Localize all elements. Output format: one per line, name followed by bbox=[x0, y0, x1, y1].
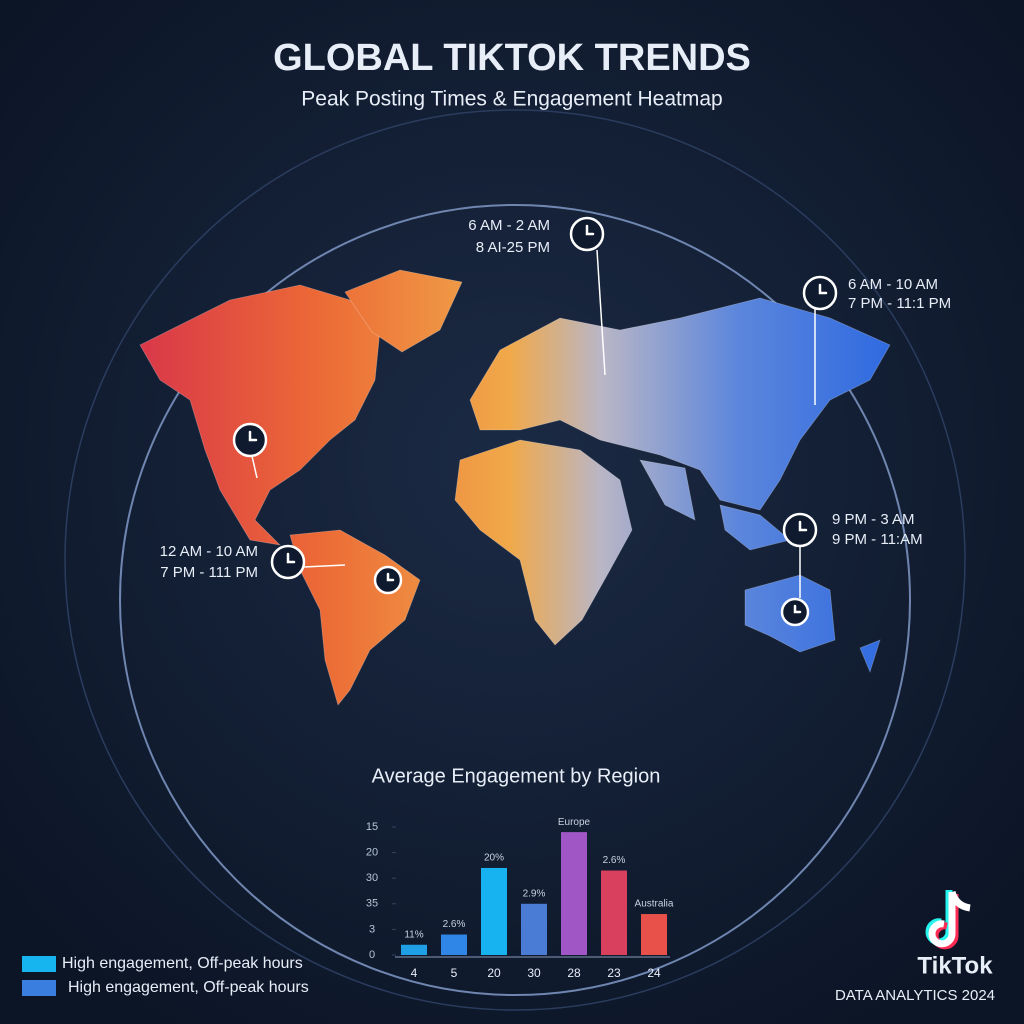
brand bbox=[925, 890, 971, 950]
clock-icon bbox=[782, 512, 818, 548]
callout-text: 6 AM - 2 AM bbox=[468, 217, 550, 234]
legend-label: High engagement, Off-peak hours bbox=[62, 955, 303, 972]
bar-annotation: 11% bbox=[404, 929, 423, 940]
callout-text: 8 AI-25 PM bbox=[476, 239, 550, 256]
clock-icon bbox=[232, 422, 268, 458]
bar bbox=[441, 934, 467, 955]
chart-title: Average Engagement by Region bbox=[372, 765, 661, 787]
y-tick-label: 0 bbox=[369, 949, 375, 961]
bar bbox=[561, 832, 587, 955]
outer-ring bbox=[64, 109, 966, 1011]
caption: DATA ANALYTICS 2024 bbox=[835, 987, 995, 1004]
x-tick-label: 20 bbox=[487, 966, 501, 980]
globe-ring bbox=[119, 204, 911, 996]
bar-annotation: 20% bbox=[484, 853, 504, 864]
bar bbox=[641, 914, 667, 955]
clock-icon bbox=[373, 565, 403, 595]
bar bbox=[481, 867, 507, 955]
clock-icon bbox=[569, 216, 605, 252]
x-tick-label: 5 bbox=[451, 966, 458, 980]
bar-annotation: 2.9% bbox=[523, 888, 546, 899]
bar bbox=[401, 944, 427, 955]
leader bbox=[596, 249, 606, 376]
y-tick-label: 15 bbox=[366, 821, 378, 833]
y-tick-label: 20 bbox=[366, 847, 378, 859]
clock-icon bbox=[270, 544, 306, 580]
subtitle: Peak Posting Times & Engagement Heatmap bbox=[301, 88, 722, 111]
callout-text: 7 PM - 111 PM bbox=[160, 564, 258, 581]
y-tick-label: 35 bbox=[366, 898, 378, 910]
x-tick-label: 24 bbox=[647, 966, 661, 980]
callouts: 6 AM - 2 AM 8 AI-25 PM 6 AM - 10 AM 7 PM… bbox=[160, 216, 951, 627]
callout-text: 6 AM - 10 AM bbox=[848, 276, 938, 293]
bar bbox=[601, 870, 627, 955]
x-tick-label: 23 bbox=[607, 966, 621, 980]
callout-text: 12 AM - 10 AM bbox=[160, 543, 258, 560]
brand-name: TikTok bbox=[917, 952, 993, 979]
bar-annotation: 2.6% bbox=[603, 855, 626, 866]
y-tick-label: 3 bbox=[369, 923, 375, 935]
callout-text: 9 PM - 11:AM bbox=[832, 531, 923, 548]
clock-icon bbox=[802, 275, 838, 311]
bar-annotation: Australia bbox=[635, 899, 674, 910]
y-tick-label: 30 bbox=[366, 872, 378, 884]
title: GLOBAL TIKTOK TRENDS bbox=[273, 37, 751, 79]
legend-label: High engagement, Off-peak hours bbox=[68, 979, 309, 996]
x-tick-label: 4 bbox=[411, 966, 418, 980]
bar-annotation: Europe bbox=[558, 817, 591, 828]
legend-swatch bbox=[22, 956, 56, 972]
bar bbox=[521, 903, 547, 955]
legend-swatch bbox=[22, 980, 56, 996]
leader bbox=[251, 455, 258, 479]
x-tick-label: 28 bbox=[567, 966, 581, 980]
x-tick-label: 30 bbox=[527, 966, 541, 980]
callout-text: 9 PM - 3 AM bbox=[832, 511, 915, 528]
leader bbox=[303, 564, 346, 568]
bar-annotation: 2.6% bbox=[443, 919, 466, 930]
clock-icon bbox=[780, 597, 810, 627]
callout-text: 7 PM - 11:1 PM bbox=[848, 295, 951, 312]
